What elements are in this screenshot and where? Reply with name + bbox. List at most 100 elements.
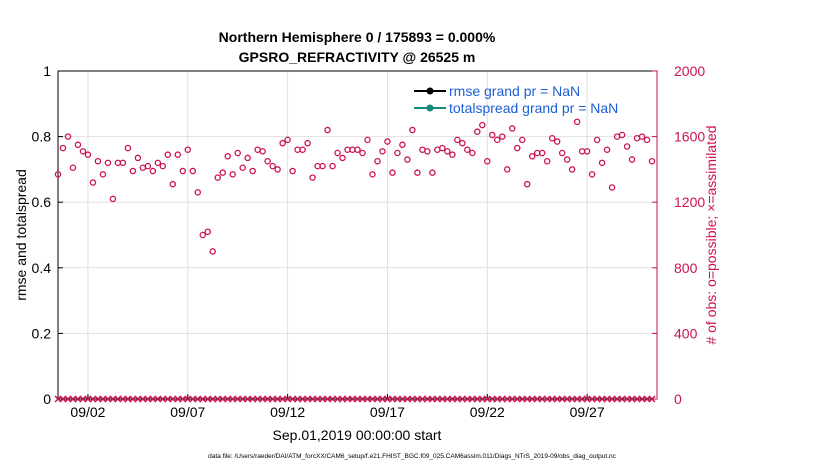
possible-obs-marker	[59, 144, 67, 152]
assimilated-obs-marker	[648, 395, 656, 403]
possible-obs-marker	[523, 180, 531, 188]
legend-label: rmse grand pr = NaN	[449, 83, 580, 99]
series-possible	[54, 118, 656, 255]
possible-obs-marker	[538, 149, 546, 157]
possible-obs-marker	[499, 133, 506, 140]
possible-obs-marker	[563, 156, 571, 163]
possible-obs-marker	[648, 157, 656, 165]
possible-obs-marker	[618, 131, 626, 139]
possible-obs-marker	[129, 167, 137, 175]
possible-obs-marker	[109, 195, 117, 203]
possible-obs-marker	[309, 174, 316, 181]
possible-obs-marker	[229, 171, 236, 178]
data-file-footer: data file: /Users/raeder/DAI/ATM_forcXX/…	[208, 453, 617, 460]
y-right-tick-label: 2000	[674, 63, 705, 79]
possible-obs-marker	[304, 139, 311, 147]
possible-obs-marker	[553, 138, 561, 145]
possible-obs-marker	[449, 151, 456, 158]
possible-obs-marker	[364, 136, 371, 144]
possible-obs-marker	[94, 157, 102, 165]
y-right-tick-label: 1200	[674, 194, 705, 210]
possible-obs-marker	[179, 167, 187, 175]
y-left-tick-label: 0.6	[32, 194, 52, 210]
y-left-tick-label: 0.8	[32, 129, 52, 145]
possible-obs-marker	[274, 166, 281, 173]
possible-obs-marker	[69, 164, 77, 172]
y-axis-label-right: # of obs: o=possible; ×=assimilated	[703, 125, 719, 344]
possible-obs-marker	[214, 174, 221, 181]
possible-obs-marker	[184, 146, 192, 153]
possible-obs-marker	[389, 169, 396, 176]
possible-obs-marker	[339, 154, 346, 162]
possible-obs-marker	[568, 166, 576, 173]
possible-obs-marker	[334, 149, 341, 157]
x-tick-label: 09/07	[170, 404, 205, 420]
possible-obs-marker	[199, 231, 207, 239]
possible-obs-marker	[74, 141, 82, 149]
possible-obs-marker	[404, 156, 411, 163]
possible-obs-marker	[603, 146, 611, 153]
x-tick-label: 09/27	[570, 404, 605, 420]
possible-obs-marker	[204, 228, 211, 235]
possible-obs-marker	[249, 167, 256, 175]
possible-obs-marker	[64, 133, 72, 140]
legend-marker	[426, 104, 434, 112]
possible-obs-marker	[224, 153, 231, 160]
possible-obs-marker	[279, 139, 286, 147]
possible-obs-marker	[354, 146, 361, 153]
possible-obs-marker	[324, 126, 331, 134]
possible-obs-marker	[134, 154, 142, 162]
possible-obs-marker	[154, 159, 162, 167]
possible-obs-marker	[299, 146, 306, 153]
possible-obs-marker	[84, 151, 92, 158]
y-right-tick-label: 800	[674, 260, 698, 276]
possible-obs-marker	[474, 128, 481, 135]
x-axis-label: Sep.01,2019 00:00:00 start	[273, 427, 442, 443]
possible-obs-marker	[459, 139, 466, 147]
possible-obs-marker	[194, 189, 202, 196]
possible-obs-marker	[439, 144, 446, 152]
possible-obs-marker	[588, 171, 596, 178]
series-assimilated	[54, 395, 656, 403]
possible-obs-marker	[79, 148, 87, 155]
chart-title-line2: GPSRO_REFRACTIVITY @ 26525 m	[239, 49, 476, 65]
possible-obs-marker	[369, 171, 376, 178]
possible-obs-marker	[484, 157, 491, 165]
possible-obs-marker	[424, 148, 431, 155]
possible-obs-marker	[264, 157, 271, 165]
possible-obs-marker	[209, 248, 216, 255]
possible-obs-marker	[573, 118, 581, 126]
possible-obs-marker	[169, 180, 177, 188]
y-right-tick-label: 400	[674, 325, 698, 341]
y-right-tick-label: 1600	[674, 129, 705, 145]
legend-marker	[426, 87, 434, 95]
possible-obs-marker	[593, 136, 601, 144]
y-axis-right: 0 400 800 1200 1600 2000	[652, 63, 705, 407]
possible-obs-marker	[503, 166, 511, 173]
possible-obs-marker	[598, 159, 606, 167]
possible-obs-marker	[124, 144, 132, 152]
possible-obs-marker	[414, 169, 421, 176]
y-left-tick-label: 1	[43, 63, 51, 79]
y-axis-left: 0 0.2 0.4 0.6 0.8 1	[32, 63, 63, 407]
possible-obs-marker	[384, 138, 391, 145]
possible-obs-marker	[234, 149, 241, 157]
possible-obs-marker	[159, 162, 167, 170]
possible-obs-marker	[284, 136, 291, 144]
possible-obs-marker	[643, 136, 651, 144]
possible-obs-marker	[149, 167, 157, 175]
possible-obs-marker	[444, 148, 451, 155]
grid	[58, 70, 657, 400]
possible-obs-marker	[608, 184, 616, 191]
possible-obs-marker	[558, 149, 566, 157]
possible-obs-marker	[489, 131, 496, 139]
possible-obs-marker	[89, 179, 97, 186]
possible-obs-marker	[99, 171, 107, 178]
possible-obs-marker	[379, 148, 386, 155]
possible-obs-marker	[319, 162, 326, 170]
possible-obs-marker	[269, 162, 276, 170]
possible-obs-marker	[409, 126, 416, 134]
y-left-tick-label: 0.2	[32, 325, 52, 341]
possible-obs-marker	[429, 169, 436, 176]
